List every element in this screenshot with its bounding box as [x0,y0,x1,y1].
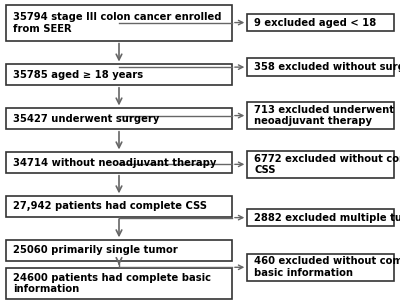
Text: 713 excluded underwent
neoadjuvant therapy: 713 excluded underwent neoadjuvant thera… [254,105,394,126]
Text: 460 excluded without complete
basic information: 460 excluded without complete basic info… [254,256,400,278]
Text: 25060 primarily single tumor: 25060 primarily single tumor [13,245,178,256]
Bar [6,240,232,261]
Bar [6,5,232,41]
Text: 35785 aged ≥ 18 years: 35785 aged ≥ 18 years [13,70,143,80]
Bar [247,14,394,31]
Text: 2882 excluded multiple tumor: 2882 excluded multiple tumor [254,213,400,223]
Bar [6,152,232,173]
Text: 35427 underwent surgery: 35427 underwent surgery [13,113,160,124]
Text: 35794 stage III colon cancer enrolled
from SEER: 35794 stage III colon cancer enrolled fr… [13,12,222,34]
Text: 6772 excluded without complete
CSS: 6772 excluded without complete CSS [254,154,400,175]
Bar [247,209,394,226]
Bar [247,58,394,76]
Bar [247,254,394,281]
Text: 27,942 patients had complete CSS: 27,942 patients had complete CSS [13,201,207,212]
Bar [6,268,232,299]
Text: 9 excluded aged < 18: 9 excluded aged < 18 [254,17,377,28]
Bar [247,102,394,129]
Text: 24600 patients had complete basic
information: 24600 patients had complete basic inform… [13,273,211,294]
Text: 358 excluded without surgery: 358 excluded without surgery [254,62,400,72]
Bar [6,196,232,217]
Bar [247,151,394,178]
Bar [6,108,232,129]
Bar [6,64,232,85]
Text: 34714 without neoadjuvant therapy: 34714 without neoadjuvant therapy [13,157,216,168]
